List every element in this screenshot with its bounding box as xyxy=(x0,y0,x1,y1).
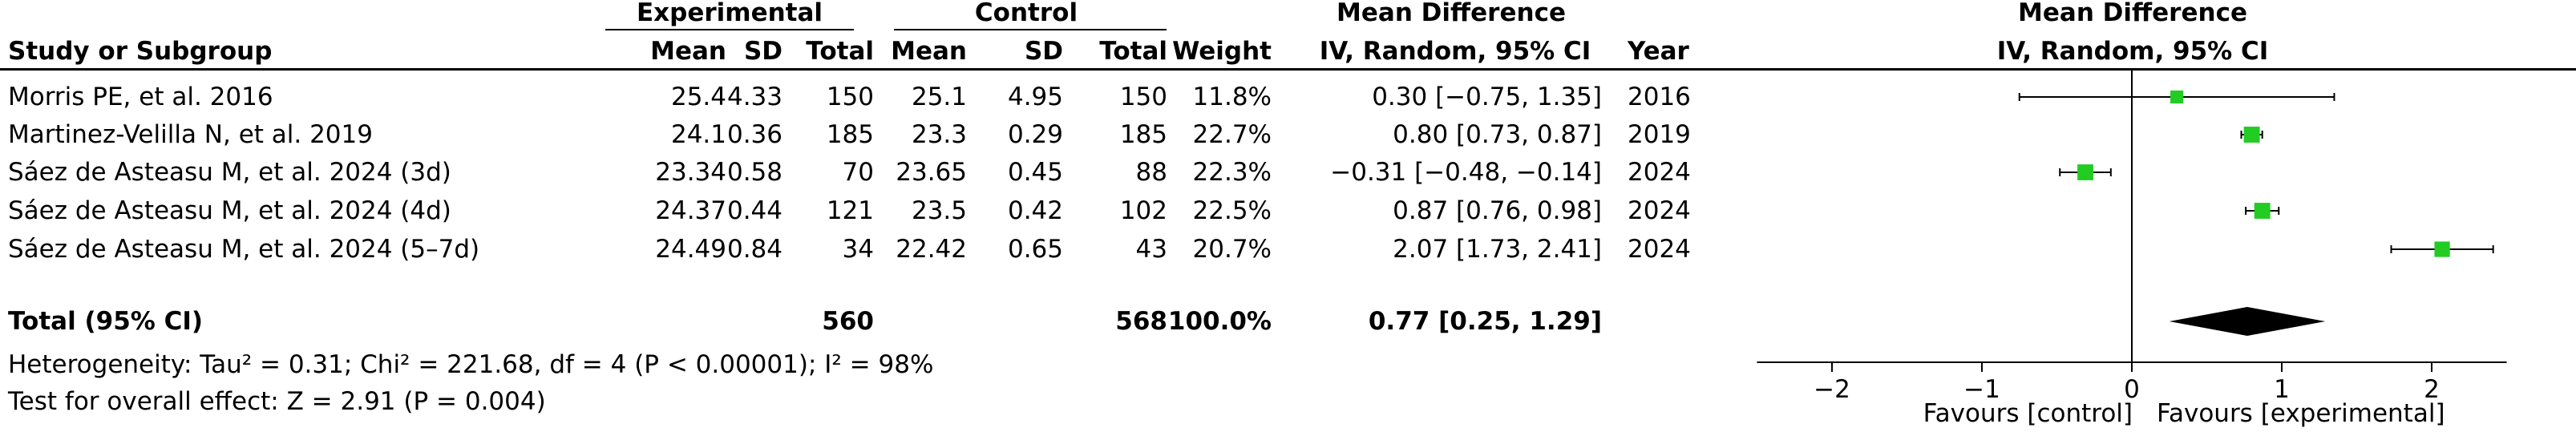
exp-total: 121 xyxy=(826,196,874,225)
weight: 22.3% xyxy=(1192,158,1272,187)
exp-total: 185 xyxy=(826,120,874,149)
ctl-total: 185 xyxy=(1119,120,1167,149)
study-marker xyxy=(2254,203,2271,219)
weight: 22.5% xyxy=(1192,196,1272,225)
ctl-sd: 0.65 xyxy=(1007,235,1063,264)
ctl-sd-header: SD xyxy=(1024,37,1063,66)
ctl-mean: 25.1 xyxy=(911,83,967,111)
x-tick-label: 2 xyxy=(2424,375,2440,404)
ci-text: 0.30 [−0.75, 1.35] xyxy=(1372,83,1602,111)
ctl-total: 43 xyxy=(1135,235,1167,264)
total-weight: 100.0% xyxy=(1167,307,1272,336)
weight: 22.7% xyxy=(1192,120,1272,149)
exp-total: 34 xyxy=(842,235,874,264)
exp-sd: 0.36 xyxy=(726,120,783,149)
weight-header: Weight xyxy=(1172,37,1272,66)
ctl-sd: 0.29 xyxy=(1007,120,1063,149)
pooled-diamond xyxy=(2169,307,2326,336)
study-name: Martinez-Velilla N, et al. 2019 xyxy=(8,120,373,149)
year: 2024 xyxy=(1628,235,1691,264)
study-name: Sáez de Asteasu M, et al. 2024 (5–7d) xyxy=(8,235,480,264)
control-header-rule xyxy=(894,29,1167,30)
exp-sd: 0.84 xyxy=(726,235,783,264)
ctl-total: 102 xyxy=(1119,196,1167,225)
ci-text: 0.87 [0.76, 0.98] xyxy=(1393,196,1602,225)
x-tick-label: 0 xyxy=(2124,375,2140,404)
exp-sd: 0.58 xyxy=(726,158,783,187)
exp-sd-header: SD xyxy=(743,37,783,66)
ctl-total: 88 xyxy=(1135,158,1167,187)
header-rule xyxy=(0,68,2576,71)
total-label: Total (95% CI) xyxy=(8,307,204,336)
heterogeneity-text: Heterogeneity: Tau² = 0.31; Chi² = 221.6… xyxy=(8,350,934,379)
study-marker xyxy=(2170,90,2184,104)
ctl-sd: 0.45 xyxy=(1007,158,1063,187)
exp-mean-header: Mean xyxy=(650,37,726,66)
x-tick-label: 1 xyxy=(2274,375,2290,404)
ci-text: 2.07 [1.73, 2.41] xyxy=(1393,235,1602,264)
weight: 20.7% xyxy=(1192,235,1272,264)
year: 2019 xyxy=(1628,120,1691,149)
exp-sd: 0.44 xyxy=(726,196,783,225)
ctl-mean-header: Mean xyxy=(891,37,967,66)
exp-total: 150 xyxy=(826,83,874,111)
study-marker xyxy=(2077,164,2093,180)
plot-header-line1: Mean Difference xyxy=(2018,0,2247,27)
ctl-mean: 23.5 xyxy=(911,196,967,225)
exp-mean: 25.4 xyxy=(670,83,726,111)
mean-difference-header: Mean Difference xyxy=(1337,0,1566,27)
x-tick-label: −1 xyxy=(1963,375,2000,404)
overall-effect-text: Test for overall effect: Z = 2.91 (P = 0… xyxy=(8,387,546,416)
exp-sd: 4.33 xyxy=(726,83,783,111)
study-column-header: Study or Subgroup xyxy=(8,37,273,66)
control-group-header: Control xyxy=(974,0,1078,27)
weight: 11.8% xyxy=(1192,83,1272,111)
total-exp: 560 xyxy=(822,307,874,336)
ctl-sd: 0.42 xyxy=(1007,196,1063,225)
x-tick-label: −2 xyxy=(1814,375,1850,404)
ctl-total: 150 xyxy=(1119,83,1167,111)
ctl-mean: 23.3 xyxy=(911,120,967,149)
exp-total: 70 xyxy=(842,158,874,187)
plot-header-line2: IV, Random, 95% CI xyxy=(1996,37,2269,66)
ctl-mean: 22.42 xyxy=(896,235,967,264)
ctl-mean: 23.65 xyxy=(896,158,967,187)
study-name: Sáez de Asteasu M, et al. 2024 (3d) xyxy=(8,158,451,187)
ctl-total-header: Total xyxy=(1099,37,1167,66)
year-header: Year xyxy=(1628,37,1689,66)
study-name: Sáez de Asteasu M, et al. 2024 (4d) xyxy=(8,196,451,225)
study-marker xyxy=(2434,241,2450,257)
ci-text: 0.80 [0.73, 0.87] xyxy=(1393,120,1602,149)
total-ctl: 568 xyxy=(1115,307,1167,336)
exp-total-header: Total xyxy=(806,37,874,66)
study-name: Morris PE, et al. 2016 xyxy=(8,83,273,111)
experimental-group-header: Experimental xyxy=(636,0,823,27)
ctl-sd: 4.95 xyxy=(1007,83,1063,111)
experimental-header-rule xyxy=(605,29,854,30)
favours-control-label: Favours [control] xyxy=(1923,399,2133,428)
favours-experimental-label: Favours [experimental] xyxy=(2157,399,2445,428)
year: 2024 xyxy=(1628,196,1691,225)
ci-text: −0.31 [−0.48, −0.14] xyxy=(1330,158,1602,187)
method-header: IV, Random, 95% CI xyxy=(1319,37,1591,66)
year: 2016 xyxy=(1628,83,1691,111)
study-marker xyxy=(2243,127,2260,143)
exp-mean: 24.49 xyxy=(655,235,726,264)
total-ci-text: 0.77 [0.25, 1.29] xyxy=(1368,307,1602,336)
year: 2024 xyxy=(1628,158,1691,187)
exp-mean: 24.37 xyxy=(655,196,726,225)
exp-mean: 23.34 xyxy=(655,158,726,187)
exp-mean: 24.1 xyxy=(670,120,726,149)
